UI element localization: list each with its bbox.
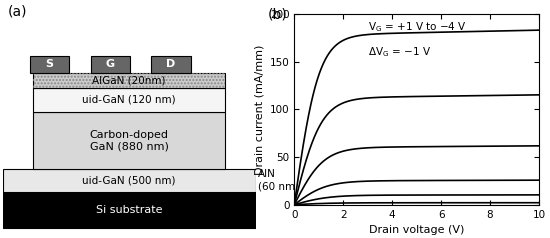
- Text: Carbon-doped
GaN (880 nm): Carbon-doped GaN (880 nm): [90, 130, 169, 151]
- Y-axis label: Drain current (mA/mm): Drain current (mA/mm): [254, 44, 264, 175]
- Text: Si substrate: Si substrate: [96, 205, 162, 215]
- Text: S: S: [46, 59, 53, 69]
- Bar: [3, 169, 256, 192]
- Text: AlGaN (20nm): AlGaN (20nm): [92, 75, 166, 85]
- Bar: [91, 56, 130, 73]
- Bar: [33, 112, 226, 169]
- Text: $\mathregular{V_G}$ = +1 V to $-$4 V: $\mathregular{V_G}$ = +1 V to $-$4 V: [367, 20, 466, 34]
- Text: AlN
(60 nm): AlN (60 nm): [258, 169, 299, 191]
- Text: $\mathregular{\Delta V_G}$ = $-$1 V: $\mathregular{\Delta V_G}$ = $-$1 V: [367, 45, 431, 59]
- Text: (b): (b): [268, 7, 288, 21]
- Text: D: D: [166, 59, 175, 69]
- Text: uid-GaN (120 nm): uid-GaN (120 nm): [82, 95, 176, 105]
- Bar: [30, 56, 69, 73]
- Bar: [33, 73, 226, 88]
- Bar: [33, 88, 226, 112]
- Text: G: G: [106, 59, 115, 69]
- X-axis label: Drain voltage (V): Drain voltage (V): [369, 225, 464, 235]
- Text: uid-GaN (500 nm): uid-GaN (500 nm): [82, 175, 176, 185]
- Bar: [33, 73, 226, 88]
- Text: (a): (a): [8, 5, 28, 19]
- Bar: [3, 192, 256, 228]
- Bar: [151, 56, 191, 73]
